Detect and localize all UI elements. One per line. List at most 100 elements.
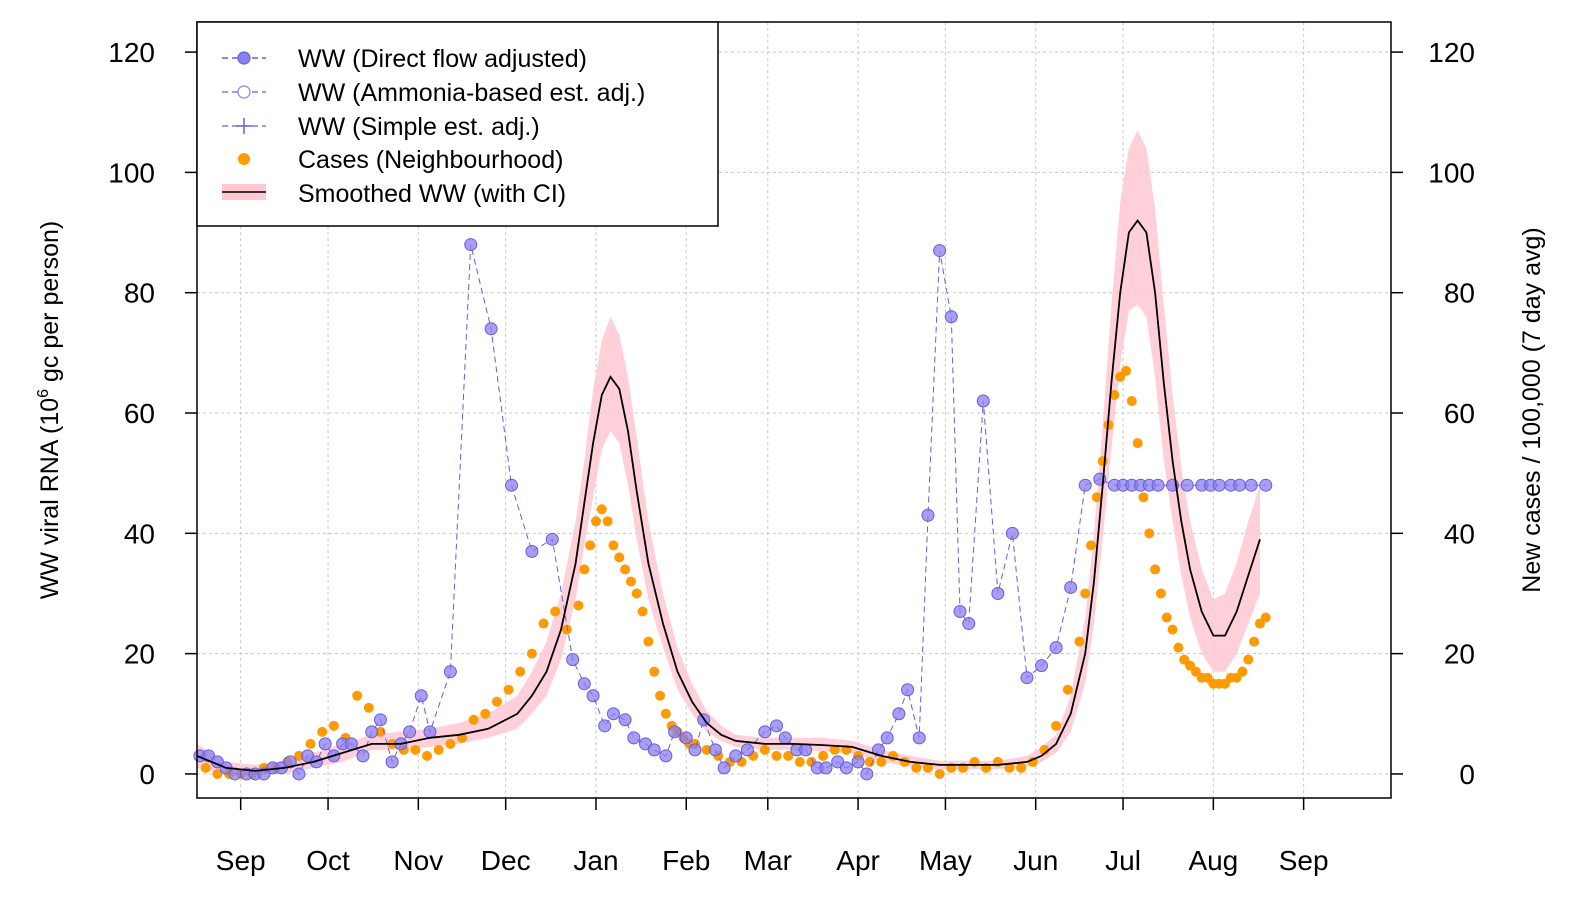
xtick-label-may-8: May bbox=[919, 845, 972, 876]
xtick-label-feb-5: Feb bbox=[662, 845, 710, 876]
ww-direct-point bbox=[770, 719, 784, 733]
legend-swatch-direct-marker bbox=[237, 51, 251, 65]
ytick-label-right-100: 100 bbox=[1428, 157, 1475, 188]
cases-point bbox=[759, 744, 770, 755]
xtick-label-aug-11: Aug bbox=[1188, 845, 1238, 876]
ww-direct-point bbox=[1259, 478, 1273, 492]
ww-direct-point bbox=[318, 737, 332, 751]
legend-entry-simple: WW (Simple est. adj.) bbox=[222, 113, 540, 141]
ytick-label-right-40: 40 bbox=[1444, 518, 1475, 549]
cases-point bbox=[363, 702, 374, 713]
ww-direct-point bbox=[679, 731, 693, 745]
ww-direct-point bbox=[365, 725, 379, 739]
ww-direct-point bbox=[688, 743, 702, 757]
cases-point bbox=[602, 516, 613, 527]
ww-direct-point bbox=[414, 689, 428, 703]
ww-direct-point bbox=[1244, 478, 1258, 492]
cases-point bbox=[503, 684, 514, 695]
cases-point bbox=[655, 690, 666, 701]
ww-direct-point bbox=[1005, 526, 1019, 540]
cases-point bbox=[538, 618, 549, 629]
ww-direct-point bbox=[1064, 580, 1078, 594]
cases-point bbox=[1243, 654, 1254, 665]
cases-point bbox=[608, 540, 619, 551]
cases-point bbox=[596, 504, 607, 515]
xtick-label-dec-3: Dec bbox=[481, 845, 531, 876]
xtick-label-nov-2: Nov bbox=[393, 845, 443, 876]
cases-point bbox=[1126, 395, 1137, 406]
ww-direct-point bbox=[1212, 478, 1226, 492]
ytick-label-right-20: 20 bbox=[1444, 639, 1475, 670]
ytick-label-left-40: 40 bbox=[124, 518, 155, 549]
cases-point bbox=[526, 648, 537, 659]
ww-direct-point bbox=[708, 743, 722, 757]
legend-label-smooth: Smoothed WW (with CI) bbox=[298, 180, 566, 208]
legend-entry-direct: WW (Direct flow adjusted) bbox=[222, 45, 587, 73]
ww-direct-point bbox=[880, 731, 894, 745]
ww-direct-point bbox=[758, 725, 772, 739]
ww-direct-point bbox=[464, 238, 478, 252]
legend-label-direct: WW (Direct flow adjusted) bbox=[298, 45, 587, 73]
y-axis-title-left: WW viral RNA (106 gc per person) bbox=[35, 221, 64, 599]
cases-point bbox=[573, 600, 584, 611]
ww-direct-point bbox=[403, 725, 417, 739]
ww-direct-point bbox=[586, 689, 600, 703]
cases-point bbox=[445, 738, 456, 749]
cases-point bbox=[1074, 636, 1085, 647]
cases-point bbox=[468, 714, 479, 725]
cases-point bbox=[1080, 588, 1091, 599]
ci-band-layer bbox=[197, 130, 1260, 774]
ww-direct-point bbox=[577, 677, 591, 691]
ww-direct-point bbox=[851, 755, 865, 769]
cases-point bbox=[1097, 456, 1108, 467]
legend-swatch-cases-marker bbox=[238, 153, 250, 165]
ytick-label-right-0: 0 bbox=[1459, 759, 1475, 790]
cases-point bbox=[1249, 636, 1260, 647]
ww-direct-point bbox=[356, 749, 370, 763]
xtick-label-jan-4: Jan bbox=[573, 845, 618, 876]
legend-box bbox=[196, 21, 719, 227]
ww-direct-point bbox=[606, 707, 620, 721]
axes: 0 0 20 20 40 40 60 60 80 80 100 100 120 120 Sep Oct Nov D… bbox=[108, 37, 1475, 876]
ww-direct-point bbox=[1020, 671, 1034, 685]
cases-point bbox=[422, 750, 433, 761]
plot-frame bbox=[196, 21, 1392, 799]
xtick-label-sep-12: Sep bbox=[1279, 845, 1329, 876]
ytick-label-left-120: 120 bbox=[108, 37, 155, 68]
cases-point bbox=[1167, 624, 1178, 635]
cases-point bbox=[660, 708, 671, 719]
legend: WW (Direct flow adjusted) WW (Ammonia-ba… bbox=[196, 21, 719, 227]
cases-point bbox=[614, 552, 625, 563]
ww-direct-point bbox=[839, 761, 853, 775]
ytick-label-left-100: 100 bbox=[108, 157, 155, 188]
y-axis-title-left-sup: 6 bbox=[35, 389, 52, 398]
ww-direct-point bbox=[892, 707, 906, 721]
ww-direct-point bbox=[953, 605, 967, 619]
cases-point bbox=[200, 762, 211, 773]
xtick-label-sep-0: Sep bbox=[216, 845, 266, 876]
ww-direct-point bbox=[962, 617, 976, 631]
cases-point bbox=[1138, 492, 1149, 503]
cases-point bbox=[701, 744, 712, 755]
cases-point bbox=[1144, 528, 1155, 539]
ww-direct-point bbox=[443, 665, 457, 679]
ww-direct-point bbox=[566, 653, 580, 667]
ww-direct-point bbox=[901, 683, 915, 697]
cases-point bbox=[934, 768, 945, 779]
cases-point bbox=[637, 606, 648, 617]
ww-direct-point bbox=[921, 508, 935, 522]
cases-point bbox=[771, 750, 782, 761]
ytick-label-right-80: 80 bbox=[1444, 278, 1475, 309]
cases-point bbox=[1091, 492, 1102, 503]
cases-point bbox=[328, 720, 339, 731]
legend-swatch-simple-marker bbox=[236, 118, 252, 134]
ytick-label-left-20: 20 bbox=[124, 639, 155, 670]
cases-point bbox=[1004, 762, 1015, 773]
ytick-label-right-120: 120 bbox=[1428, 37, 1475, 68]
smoothed-ww-line bbox=[196, 218, 1261, 772]
cases-point bbox=[829, 744, 840, 755]
ww-direct-point bbox=[1233, 478, 1247, 492]
ww-direct-point bbox=[976, 394, 990, 408]
cases-point bbox=[1260, 612, 1271, 623]
ww-direct-point bbox=[1049, 641, 1063, 655]
